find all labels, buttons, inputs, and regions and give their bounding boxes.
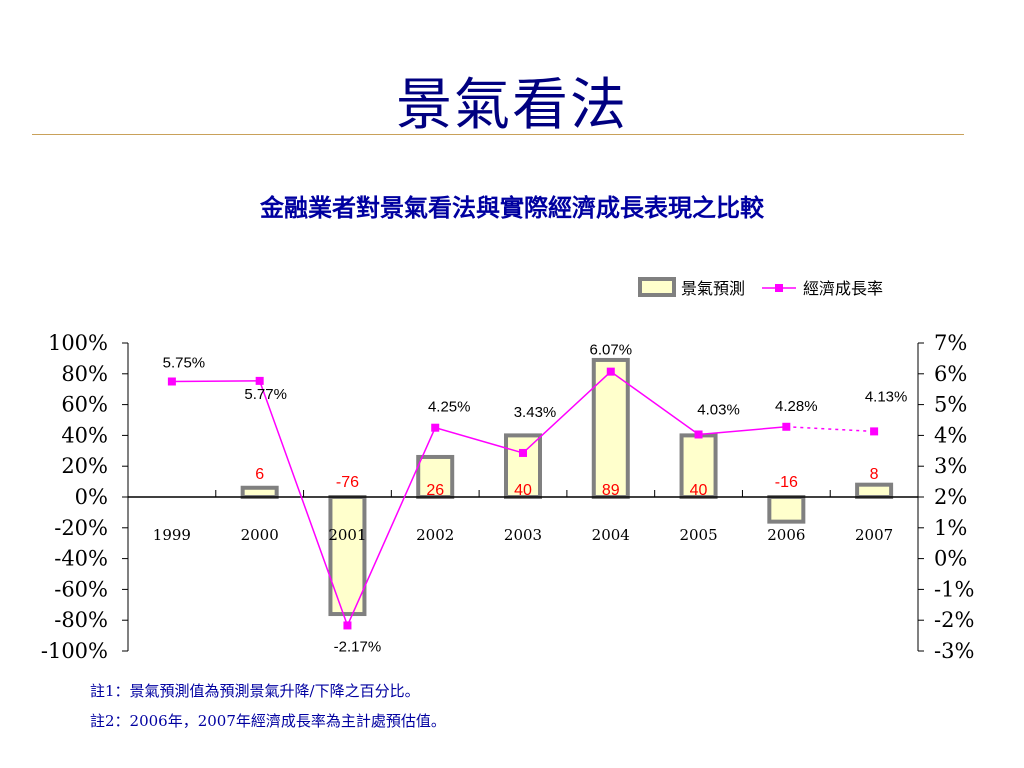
x-tick-label: 2007: [855, 526, 893, 544]
y-left-tick-label: -100%: [41, 639, 108, 663]
growth-value-label: -2.17%: [334, 638, 382, 655]
bar-value-label: -76: [336, 474, 359, 491]
bar-value-label: 26: [426, 482, 444, 499]
y-left-tick-label: 20%: [61, 454, 108, 478]
growth-point-2007: [870, 427, 879, 436]
footnote-1: 註1：景氣預測值為預測景氣升降/下降之百分比。: [90, 682, 420, 700]
slide-title: 景氣看法: [396, 73, 628, 138]
growth-value-label: 3.43%: [514, 404, 557, 421]
y-right-tick-label: 3%: [934, 454, 967, 478]
bar-2007: [855, 482, 894, 499]
y-left-tick-label: -40%: [54, 547, 108, 571]
y-right-tick-label: 2%: [934, 485, 967, 509]
growth-point-2001: [343, 621, 352, 630]
y-right-tick-label: -2%: [934, 608, 974, 632]
footnote-2: 註2：2006年，2007年經濟成長率為主計處預估值。: [90, 712, 446, 730]
y-left-tick-label: 40%: [61, 423, 108, 447]
bar-value-label: 40: [690, 482, 708, 499]
bar-value-label: 6: [255, 466, 264, 483]
x-tick-label: 2006: [767, 526, 805, 544]
growth-value-label: 5.75%: [163, 355, 206, 372]
chart-title: 金融業者對景氣看法與實際經濟成長表現之比較: [260, 193, 764, 222]
y-left-tick-label: -20%: [54, 516, 108, 540]
bar-value-label: 8: [870, 466, 879, 483]
growth-line: [171, 370, 787, 628]
x-tick-label: 2002: [416, 526, 454, 544]
y-right-tick-label: 5%: [934, 393, 967, 417]
y-right-tick-label: 7%: [934, 331, 967, 355]
bar-value-label: -16: [775, 474, 798, 491]
y-right-tick-label: -3%: [934, 639, 974, 663]
y-right-tick-label: 0%: [934, 547, 967, 571]
bar-2000: [240, 485, 279, 500]
bar-2001: [328, 495, 367, 617]
x-tick-label: 2005: [679, 526, 717, 544]
y-right-tick-label: 4%: [934, 423, 967, 447]
y-right-tick-label: 6%: [934, 362, 967, 386]
y-left-tick-label: 0%: [75, 485, 108, 509]
x-tick-label: 2000: [241, 526, 279, 544]
bar-2006: [767, 495, 806, 524]
growth-point-2004: [606, 367, 615, 376]
growth-value-label: 4.28%: [775, 398, 818, 415]
x-tick-label: 2001: [328, 526, 366, 544]
y-left-tick-label: 60%: [61, 393, 108, 417]
x-tick-label: 2004: [592, 526, 630, 544]
y-left-tick-label: 80%: [61, 362, 108, 386]
growth-value-label: 4.25%: [428, 399, 471, 416]
growth-point-2005: [694, 430, 703, 439]
y-left-tick-label: -80%: [54, 608, 108, 632]
title-divider: [32, 134, 964, 135]
bar-value-label: 89: [602, 482, 620, 499]
growth-value-label: 4.13%: [865, 388, 908, 405]
legend-bar-swatch: [638, 277, 676, 297]
legend-line-marker: [775, 284, 783, 292]
bar-2002: [416, 454, 455, 499]
x-tick-label: 1999: [153, 526, 191, 544]
growth-value-label: 6.07%: [590, 342, 633, 359]
y-right-tick-label: -1%: [934, 577, 974, 601]
growth-point-2002: [431, 423, 440, 432]
bar-value-label: 40: [514, 482, 532, 499]
legend-line-label: 經濟成長率: [803, 279, 883, 298]
growth-value-label: 4.03%: [697, 401, 740, 418]
y-right-tick-label: 1%: [934, 516, 967, 540]
y-left-tick-label: -60%: [54, 577, 108, 601]
growth-point-2000: [255, 376, 264, 385]
legend-bar-label: 景氣預測: [681, 279, 745, 298]
x-tick-label: 2003: [504, 526, 542, 544]
growth-point-2003: [519, 448, 527, 457]
growth-line-forecast: [786, 426, 875, 433]
y-left-tick-label: 100%: [48, 331, 108, 355]
growth-point-2006: [782, 422, 791, 431]
growth-point-1999: [167, 377, 176, 386]
growth-value-label: 5.77%: [244, 386, 287, 403]
